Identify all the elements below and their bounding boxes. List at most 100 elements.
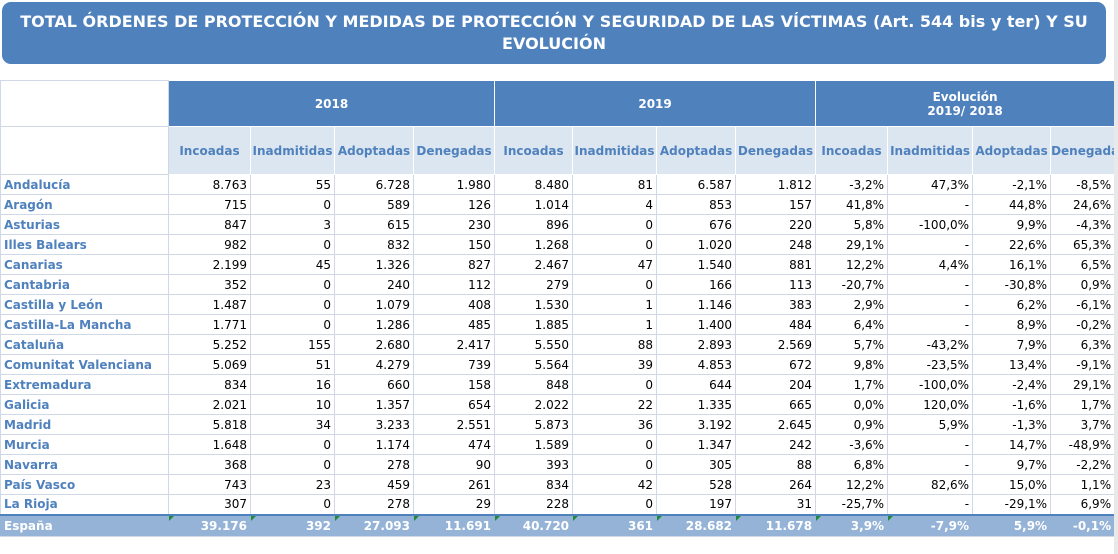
table-cell: 2.680 <box>334 334 414 355</box>
table-cell: 0,9% <box>815 414 889 435</box>
table-cell: 2.467 <box>494 254 574 275</box>
table-row: Madrid 5.818 34 3.233 2.551 5.873 36 3.192 2.645… <box>0 414 1116 435</box>
table-cell: 5.564 <box>494 354 574 375</box>
table-cell: 6,4% <box>815 314 889 335</box>
table-cell: 5.252 <box>168 334 251 355</box>
table-row: La Rioja 307 0 278 29 228 0 197 31 -25,7% - -29,1% 6… <box>0 494 1116 515</box>
table-cell: 848 <box>494 374 574 395</box>
table-cell: 2,9% <box>815 294 889 315</box>
table-cell: 27.093 <box>334 513 414 537</box>
table-cell: 5,7% <box>815 334 889 355</box>
table-title: TOTAL ÓRDENES DE PROTECCIÓN Y MEDIDAS DE… <box>20 12 1088 53</box>
header-corner-sub <box>0 126 169 175</box>
region-name: Comunitat Valenciana <box>0 354 169 375</box>
table-cell: 834 <box>168 374 251 395</box>
table-cell: 0 <box>250 294 335 315</box>
table-cell: 676 <box>656 214 737 235</box>
table-row: Extremadura 834 16 660 158 848 0 644 204 1,7% -100… <box>0 374 1116 395</box>
table-cell: 2.417 <box>412 334 496 355</box>
region-name: Cantabria <box>0 274 169 295</box>
table-cell: 31 <box>735 494 817 515</box>
table-row: Cantabria 352 0 240 112 279 0 166 113 -20,7% - -30,… <box>0 274 1116 295</box>
table-cell: -0,2% <box>1050 314 1116 335</box>
table-cell: 261 <box>412 474 496 495</box>
table-cell: -2,4% <box>972 374 1052 395</box>
column-header-incoadas: Incoadas <box>815 126 889 175</box>
table-cell: 8.763 <box>168 174 251 195</box>
table-cell: 90 <box>412 454 496 475</box>
table-cell: -1,6% <box>972 394 1052 415</box>
table-cell: 0 <box>572 274 658 295</box>
table-cell: 82,6% <box>887 474 974 495</box>
table-cell: 672 <box>735 354 817 375</box>
table-cell: 126 <box>412 194 496 215</box>
table-cell: 1.487 <box>168 294 251 315</box>
table-cell: 40.720 <box>494 513 574 537</box>
table-cell: 3.192 <box>656 414 737 435</box>
table-cell: 615 <box>334 214 414 235</box>
table-cell: 3,7% <box>1050 414 1116 435</box>
table-cell: -9,1% <box>1050 354 1116 375</box>
table-cell: 1.079 <box>334 294 414 315</box>
table-cell: -3,6% <box>815 434 889 455</box>
region-name: Andalucía <box>0 174 169 195</box>
table-cell: -25,7% <box>815 494 889 515</box>
table-cell: 166 <box>656 274 737 295</box>
table-cell: 1.530 <box>494 294 574 315</box>
table-cell: 112 <box>412 274 496 295</box>
table-cell: 230 <box>412 214 496 235</box>
table-cell: 1.980 <box>412 174 496 195</box>
table-cell: 1,7% <box>1050 394 1116 415</box>
table-cell: 39 <box>572 354 658 375</box>
table-cell: 4.279 <box>334 354 414 375</box>
group-header-2018: 2018 <box>167 80 496 127</box>
table-cell: 47,3% <box>887 174 974 195</box>
table-cell: 29 <box>412 494 496 515</box>
table-cell: 220 <box>735 214 817 235</box>
table-cell: 157 <box>735 194 817 215</box>
table-cell: 204 <box>735 374 817 395</box>
table-cell: -20,7% <box>815 274 889 295</box>
grid-spacer-row <box>0 66 1118 81</box>
table-cell: 6,9% <box>1050 494 1116 515</box>
table-cell: 1 <box>572 314 658 335</box>
table-cell: 1 <box>572 294 658 315</box>
table-cell: 6.728 <box>334 174 414 195</box>
table-cell: 248 <box>735 234 817 255</box>
column-header-inadmitidas: Inadmitidas <box>887 126 974 175</box>
region-name: País Vasco <box>0 474 169 495</box>
region-name: Aragón <box>0 194 169 215</box>
table-cell: - <box>887 434 974 455</box>
table-cell: 22 <box>572 394 658 415</box>
table-cell: 307 <box>168 494 251 515</box>
table-cell: 5.873 <box>494 414 574 435</box>
table-cell: 896 <box>494 214 574 235</box>
table-cell: 4,4% <box>887 254 974 275</box>
table-cell: 2.022 <box>494 394 574 415</box>
table-cell: 55 <box>250 174 335 195</box>
table-cell: 9,9% <box>972 214 1052 235</box>
table-cell: 1.014 <box>494 194 574 215</box>
table-cell: 2.021 <box>168 394 251 415</box>
table-cell: 14,7% <box>972 434 1052 455</box>
table-cell: 2.645 <box>735 414 817 435</box>
table-cell: 8.480 <box>494 174 574 195</box>
table-cell: 654 <box>412 394 496 415</box>
table-cell: 1.020 <box>656 234 737 255</box>
table-row: País Vasco 743 23 459 261 834 42 528 264 12,2% 82,… <box>0 474 1116 495</box>
table-cell: 589 <box>334 194 414 215</box>
table-cell: 3 <box>250 214 335 235</box>
table-cell: - <box>887 194 974 215</box>
table-cell: 352 <box>168 274 251 295</box>
table-cell: 120,0% <box>887 394 974 415</box>
table-cell: -100,0% <box>887 374 974 395</box>
table-cell: 0 <box>572 214 658 235</box>
vertical-scrollbar[interactable] <box>1114 0 1118 554</box>
table-cell: 11.678 <box>735 513 817 537</box>
table-cell: 150 <box>412 234 496 255</box>
table-cell: - <box>887 234 974 255</box>
table-row: Comunitat Valenciana 5.069 51 4.279 739 5.564… <box>0 354 1116 375</box>
table-cell: 0 <box>572 374 658 395</box>
table-cell: -6,1% <box>1050 294 1116 315</box>
table-cell: 368 <box>168 454 251 475</box>
